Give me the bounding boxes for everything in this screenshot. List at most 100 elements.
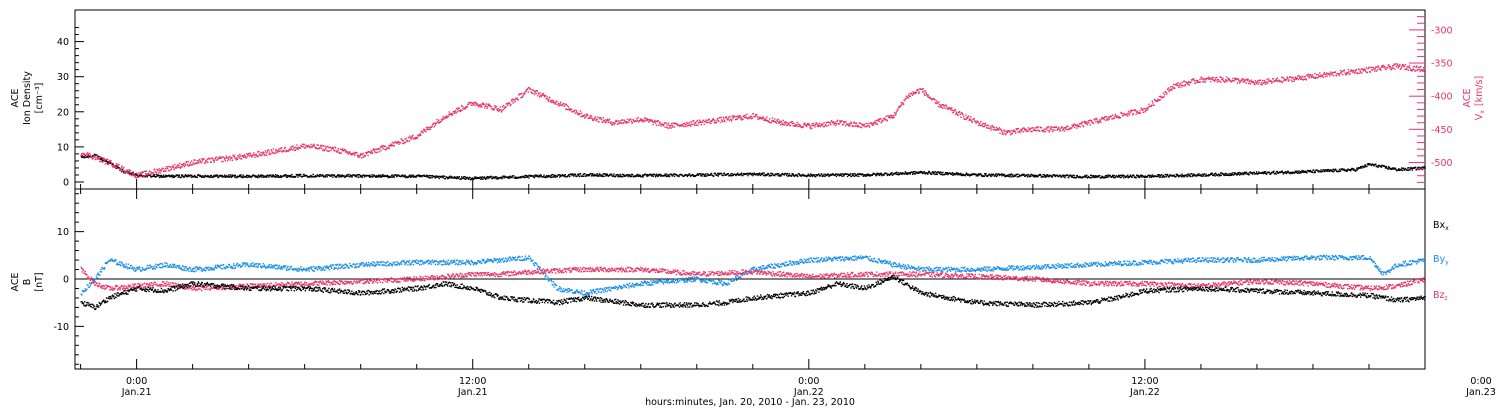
vx-series-point [314, 146, 317, 149]
density-series-point [1027, 173, 1030, 176]
vx-series-point [1144, 111, 1146, 113]
vx-series-point [872, 123, 874, 125]
vx-series-point [1016, 128, 1018, 130]
density-series-point [1217, 175, 1219, 177]
density-series-point [290, 174, 292, 177]
vx-series-point [497, 107, 499, 110]
vx-series-point [466, 105, 468, 108]
vx-series-point [1003, 130, 1006, 132]
vx-series-point [690, 121, 692, 123]
density-series-point [436, 175, 439, 177]
density-series-point [1214, 175, 1216, 177]
vx-series-point [446, 117, 448, 119]
vx-series-point [812, 124, 814, 127]
density-series-point [493, 176, 495, 178]
density-series-point [609, 173, 611, 175]
vx-series-point [1241, 78, 1244, 80]
vx-series-point [561, 104, 564, 106]
density-series-point [994, 175, 996, 177]
vx-series-point [380, 145, 383, 147]
density-series-point [1047, 174, 1049, 176]
density-series-point [450, 177, 452, 179]
vx-series-point [514, 99, 517, 101]
vx-series-point [417, 135, 420, 137]
vx-series-point [718, 120, 720, 122]
vx-series-point [374, 151, 376, 153]
vx-series-point [1216, 76, 1218, 79]
density-series-point [357, 174, 359, 176]
density-series-point [345, 174, 347, 176]
vx-series-point [636, 119, 639, 122]
vx-series-point [1318, 75, 1320, 77]
vx-series-point [545, 95, 547, 97]
density-series-point [1417, 167, 1419, 169]
vx-series-point [707, 121, 709, 123]
density-series-point [672, 174, 674, 177]
vx-series-point [535, 92, 537, 95]
vx-series-point [969, 119, 971, 121]
density-series-point [998, 173, 1000, 175]
density-series-point [846, 175, 849, 178]
vx-series-point [1158, 95, 1161, 98]
vx-series-point [445, 115, 448, 117]
density-series-point [1314, 171, 1316, 174]
density-series-point [1107, 174, 1109, 176]
density-series-point [475, 176, 477, 178]
vx-series-point [818, 124, 820, 126]
density-series-point [1301, 170, 1304, 172]
by-series-point [159, 263, 161, 265]
density-series-point [834, 174, 836, 176]
vx-series-point [495, 105, 498, 108]
vx-series-point [1401, 65, 1403, 67]
density-series-point [606, 174, 608, 176]
density-series-point [987, 175, 989, 178]
density-series-point [409, 175, 411, 178]
vx-series-point [1319, 76, 1322, 78]
vx-series-point [882, 119, 884, 122]
density-series-point [878, 174, 881, 177]
density-series-point [718, 173, 720, 176]
vx-series-point [138, 173, 141, 176]
vx-series-point [692, 119, 695, 122]
density-series-point [1056, 174, 1058, 176]
density-series-point [392, 175, 394, 178]
vx-series-point [603, 119, 605, 122]
vx-series-point [860, 122, 862, 125]
density-series-point [1245, 171, 1248, 174]
vx-series-point [1371, 69, 1374, 71]
vx-series-point [552, 100, 555, 102]
vx-series-point [811, 127, 813, 130]
density-series-point [1367, 163, 1369, 166]
density-series-point [1105, 174, 1108, 177]
density-series-point [275, 174, 277, 176]
vx-series-point [859, 122, 861, 124]
vx-series-point [1146, 109, 1148, 111]
density-series-point [599, 174, 602, 176]
vx-series-point [353, 151, 355, 154]
density-series-point [185, 175, 187, 177]
vx-series-point [291, 145, 293, 148]
vx-series-point [348, 151, 350, 154]
density-series-point [1016, 176, 1018, 178]
vx-series-point [1313, 76, 1315, 78]
density-series-point [1010, 176, 1012, 178]
vx-series-point [193, 159, 195, 161]
density-series-point [770, 172, 772, 175]
density-series-point [382, 174, 384, 176]
vx-series-point [1236, 78, 1238, 81]
density-series-point [673, 175, 676, 177]
vx-series-point [534, 90, 537, 92]
vx-series-point [1389, 67, 1391, 69]
density-series-point [549, 175, 551, 177]
density-series-point [1286, 171, 1288, 173]
vx-series-point [1105, 115, 1108, 118]
density-series-point [980, 173, 982, 175]
vx-series-point [921, 88, 923, 91]
vx-series-point [1300, 78, 1302, 80]
vx-series-point [1078, 125, 1080, 127]
vx-series-point [257, 155, 259, 157]
vx-series-point [541, 94, 543, 96]
density-series-point [326, 176, 328, 178]
vx-series-point [278, 150, 281, 153]
density-series-point [1111, 174, 1114, 176]
